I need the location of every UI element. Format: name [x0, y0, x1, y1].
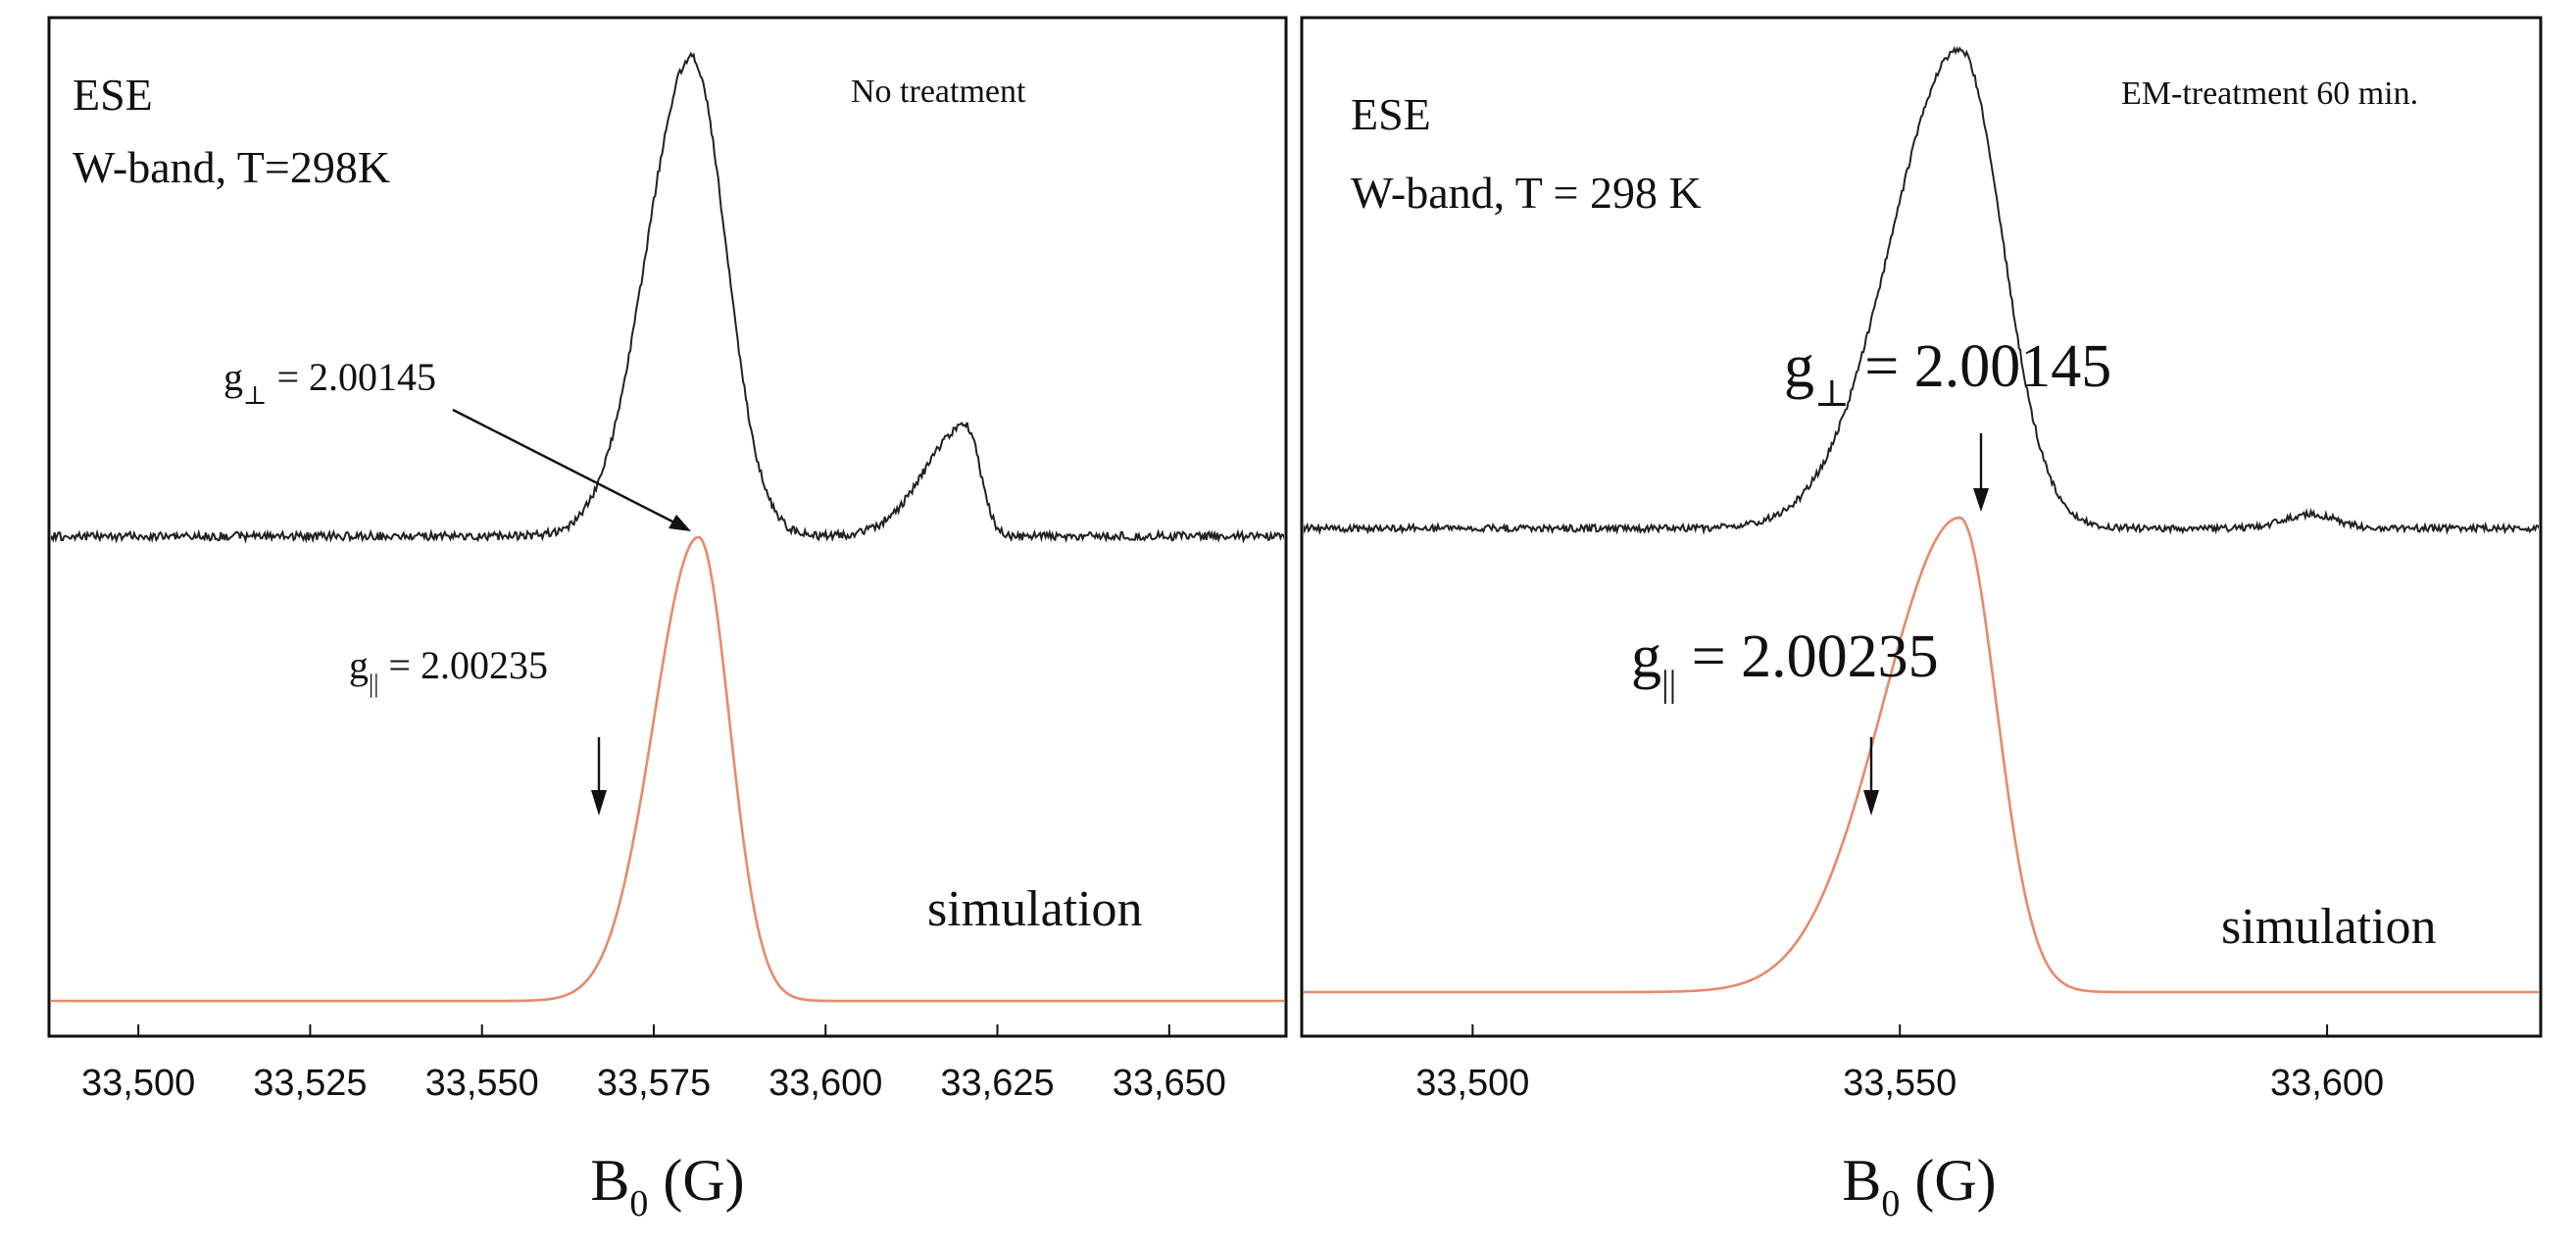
- right-g-par-value: = 2.00235: [1676, 623, 1938, 690]
- right-g-perp-label: g⊥ = 2.00145: [1784, 333, 2111, 415]
- right-x-tick-label: 33,500: [1415, 1063, 1529, 1104]
- right-g-par-sub: ||: [1661, 664, 1676, 705]
- right-x-axis-ticks: 33,500 33,550 33,600: [1415, 1024, 2384, 1104]
- right-x-axis-title-unit: (G): [1900, 1148, 1996, 1213]
- left-x-tick-label: 33,525: [253, 1063, 367, 1104]
- left-g-perp-sub: ⊥: [243, 381, 267, 410]
- right-g-par-label: g|| = 2.00235: [1631, 623, 1939, 705]
- left-x-tick-label: 33,500: [81, 1063, 195, 1104]
- left-panel: 33,500 33,525 33,550 33,575 33,600 33,625 33,6…: [47, 16, 1288, 1224]
- left-g-perp-symbol: g: [223, 355, 243, 399]
- right-plot-frame: [1300, 16, 2543, 1038]
- right-x-axis-title-symbol: B: [1842, 1148, 1881, 1213]
- right-simulation-label: simulation: [2221, 899, 2437, 955]
- left-g-perp-value: = 2.00145: [267, 355, 436, 399]
- right-simulation-spectrum-line: [1304, 516, 2539, 994]
- left-treatment-label: No treatment: [851, 74, 1026, 110]
- right-g-perp-symbol: g: [1784, 333, 1814, 400]
- right-treatment-label: EM-treatment 60 min.: [2121, 75, 2418, 112]
- left-g-par-label: g|| = 2.00235: [349, 643, 548, 698]
- left-simulation-spectrum-line: [51, 535, 1284, 1003]
- right-experimental-spectrum-line: [1304, 45, 2539, 536]
- left-x-axis-title-unit: (G): [648, 1148, 744, 1213]
- right-panel: 33,500 33,550 33,600 ESE W-band, T = 298 K…: [1300, 16, 2543, 1224]
- right-x-tick-label: 33,600: [2270, 1063, 2384, 1104]
- right-x-axis-title: B0 (G): [1842, 1148, 1996, 1224]
- left-simulation-label: simulation: [927, 881, 1143, 937]
- left-x-tick-label: 33,575: [597, 1063, 711, 1104]
- left-x-axis-title: B0 (G): [590, 1148, 744, 1224]
- right-g-perp-sub: ⊥: [1814, 373, 1850, 415]
- right-x-axis-title-sub: 0: [1881, 1183, 1900, 1224]
- left-g-perp-arrow-line: [452, 408, 677, 525]
- left-x-tick-label: 33,650: [1113, 1063, 1226, 1104]
- left-x-axis-ticks: 33,500 33,525 33,550 33,575 33,600 33,625 33,6…: [81, 1024, 1226, 1104]
- left-method-label: ESE: [73, 70, 153, 120]
- left-g-par-sub: ||: [369, 670, 378, 698]
- left-experimental-spectrum-line: [51, 51, 1284, 544]
- right-g-par-symbol: g: [1631, 623, 1661, 690]
- left-g-perp-arrowhead: [669, 515, 691, 531]
- left-g-par-symbol: g: [349, 643, 369, 687]
- left-conditions-label: W-band, T=298K: [73, 142, 390, 192]
- right-conditions-label: W-band, T = 298 K: [1351, 168, 1702, 218]
- left-x-tick-label: 33,600: [768, 1063, 882, 1104]
- right-x-tick-label: 33,550: [1843, 1063, 1957, 1104]
- left-x-axis-title-sub: 0: [629, 1183, 648, 1224]
- left-plot-frame: [47, 16, 1288, 1038]
- left-x-tick-label: 33,550: [425, 1063, 539, 1104]
- left-x-tick-label: 33,625: [940, 1063, 1054, 1104]
- right-g-perp-value: = 2.00145: [1850, 333, 2111, 400]
- right-method-label: ESE: [1351, 89, 1431, 139]
- right-g-perp-arrowhead: [1973, 488, 1989, 512]
- right-g-par-arrowhead: [1863, 790, 1879, 816]
- left-g-perp-label: g⊥ = 2.00145: [223, 355, 436, 410]
- left-x-axis-title-symbol: B: [590, 1148, 629, 1213]
- left-g-par-value: = 2.00235: [378, 643, 548, 687]
- left-g-par-arrowhead: [591, 790, 607, 816]
